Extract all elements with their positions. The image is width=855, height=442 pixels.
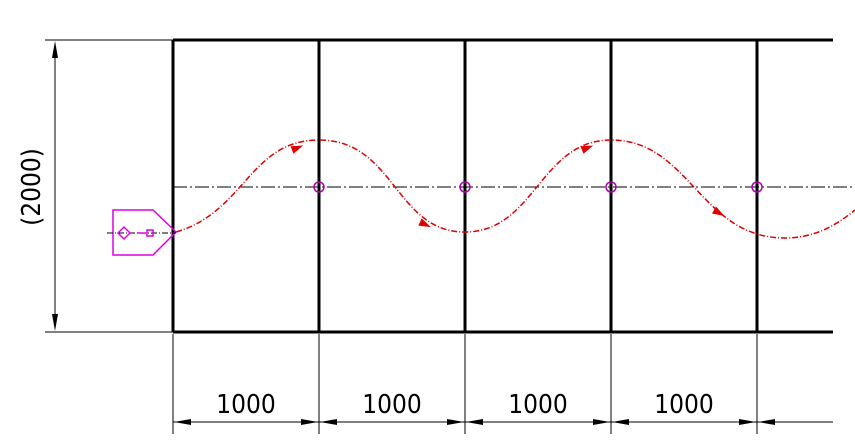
bay-dimensions: [172, 334, 833, 434]
bay-dimension-label-3: 1000: [508, 390, 568, 420]
path-direction-arrow-icon: [418, 218, 431, 228]
node-marker: [605, 181, 617, 193]
machine-outline-icon: [107, 209, 178, 256]
path-arrows: [290, 145, 725, 228]
height-dimension: [45, 39, 173, 333]
centerline-nodes: [313, 181, 763, 193]
bay-dimension-label-1: 1000: [216, 390, 276, 420]
path-direction-arrow-icon: [712, 206, 725, 216]
node-marker: [459, 181, 471, 193]
path-direction-arrow-icon: [290, 145, 304, 154]
bay-dimension-label-4: 1000: [654, 390, 714, 420]
dimension-arrow-bottom: [52, 314, 58, 331]
bay-dimension-arrows: [174, 419, 775, 425]
node-marker: [313, 181, 325, 193]
dimension-arrow-top: [52, 41, 58, 58]
path-direction-arrow-icon: [580, 145, 594, 154]
node-marker: [751, 181, 763, 193]
height-dimension-label: (2000): [17, 148, 47, 226]
bay-dimension-label-2: 1000: [362, 390, 422, 420]
bay-grid: [171, 38, 833, 334]
travel-path: [175, 139, 855, 239]
